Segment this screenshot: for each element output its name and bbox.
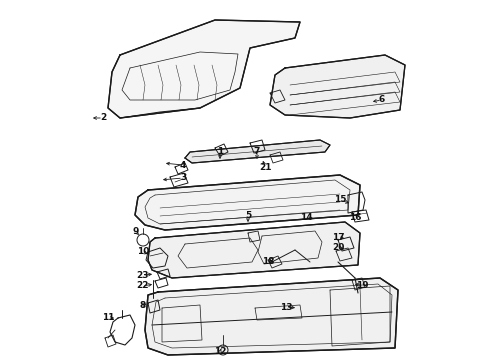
Polygon shape xyxy=(145,278,398,355)
Text: 7: 7 xyxy=(254,147,260,156)
Text: 4: 4 xyxy=(180,161,186,170)
Text: 5: 5 xyxy=(245,211,251,220)
Text: 16: 16 xyxy=(349,212,361,221)
Polygon shape xyxy=(148,222,360,278)
Text: 18: 18 xyxy=(262,257,274,266)
Polygon shape xyxy=(185,140,330,163)
Text: 9: 9 xyxy=(133,228,139,237)
Text: 15: 15 xyxy=(334,195,346,204)
Text: 22: 22 xyxy=(136,282,148,291)
Text: 6: 6 xyxy=(379,95,385,104)
Text: 2: 2 xyxy=(100,113,106,122)
Text: 12: 12 xyxy=(214,347,226,356)
Text: 23: 23 xyxy=(136,270,148,279)
Text: 1: 1 xyxy=(217,147,223,156)
Text: 14: 14 xyxy=(300,212,312,221)
Text: 13: 13 xyxy=(280,302,292,311)
Text: 3: 3 xyxy=(180,174,186,183)
Polygon shape xyxy=(135,175,360,230)
Polygon shape xyxy=(108,20,300,118)
Text: 8: 8 xyxy=(140,301,146,310)
Text: 20: 20 xyxy=(332,243,344,252)
Text: 10: 10 xyxy=(137,248,149,256)
Text: 17: 17 xyxy=(332,233,344,242)
Text: 11: 11 xyxy=(102,314,114,323)
Polygon shape xyxy=(270,55,405,118)
Text: 21: 21 xyxy=(259,162,271,171)
Text: 19: 19 xyxy=(356,280,368,289)
